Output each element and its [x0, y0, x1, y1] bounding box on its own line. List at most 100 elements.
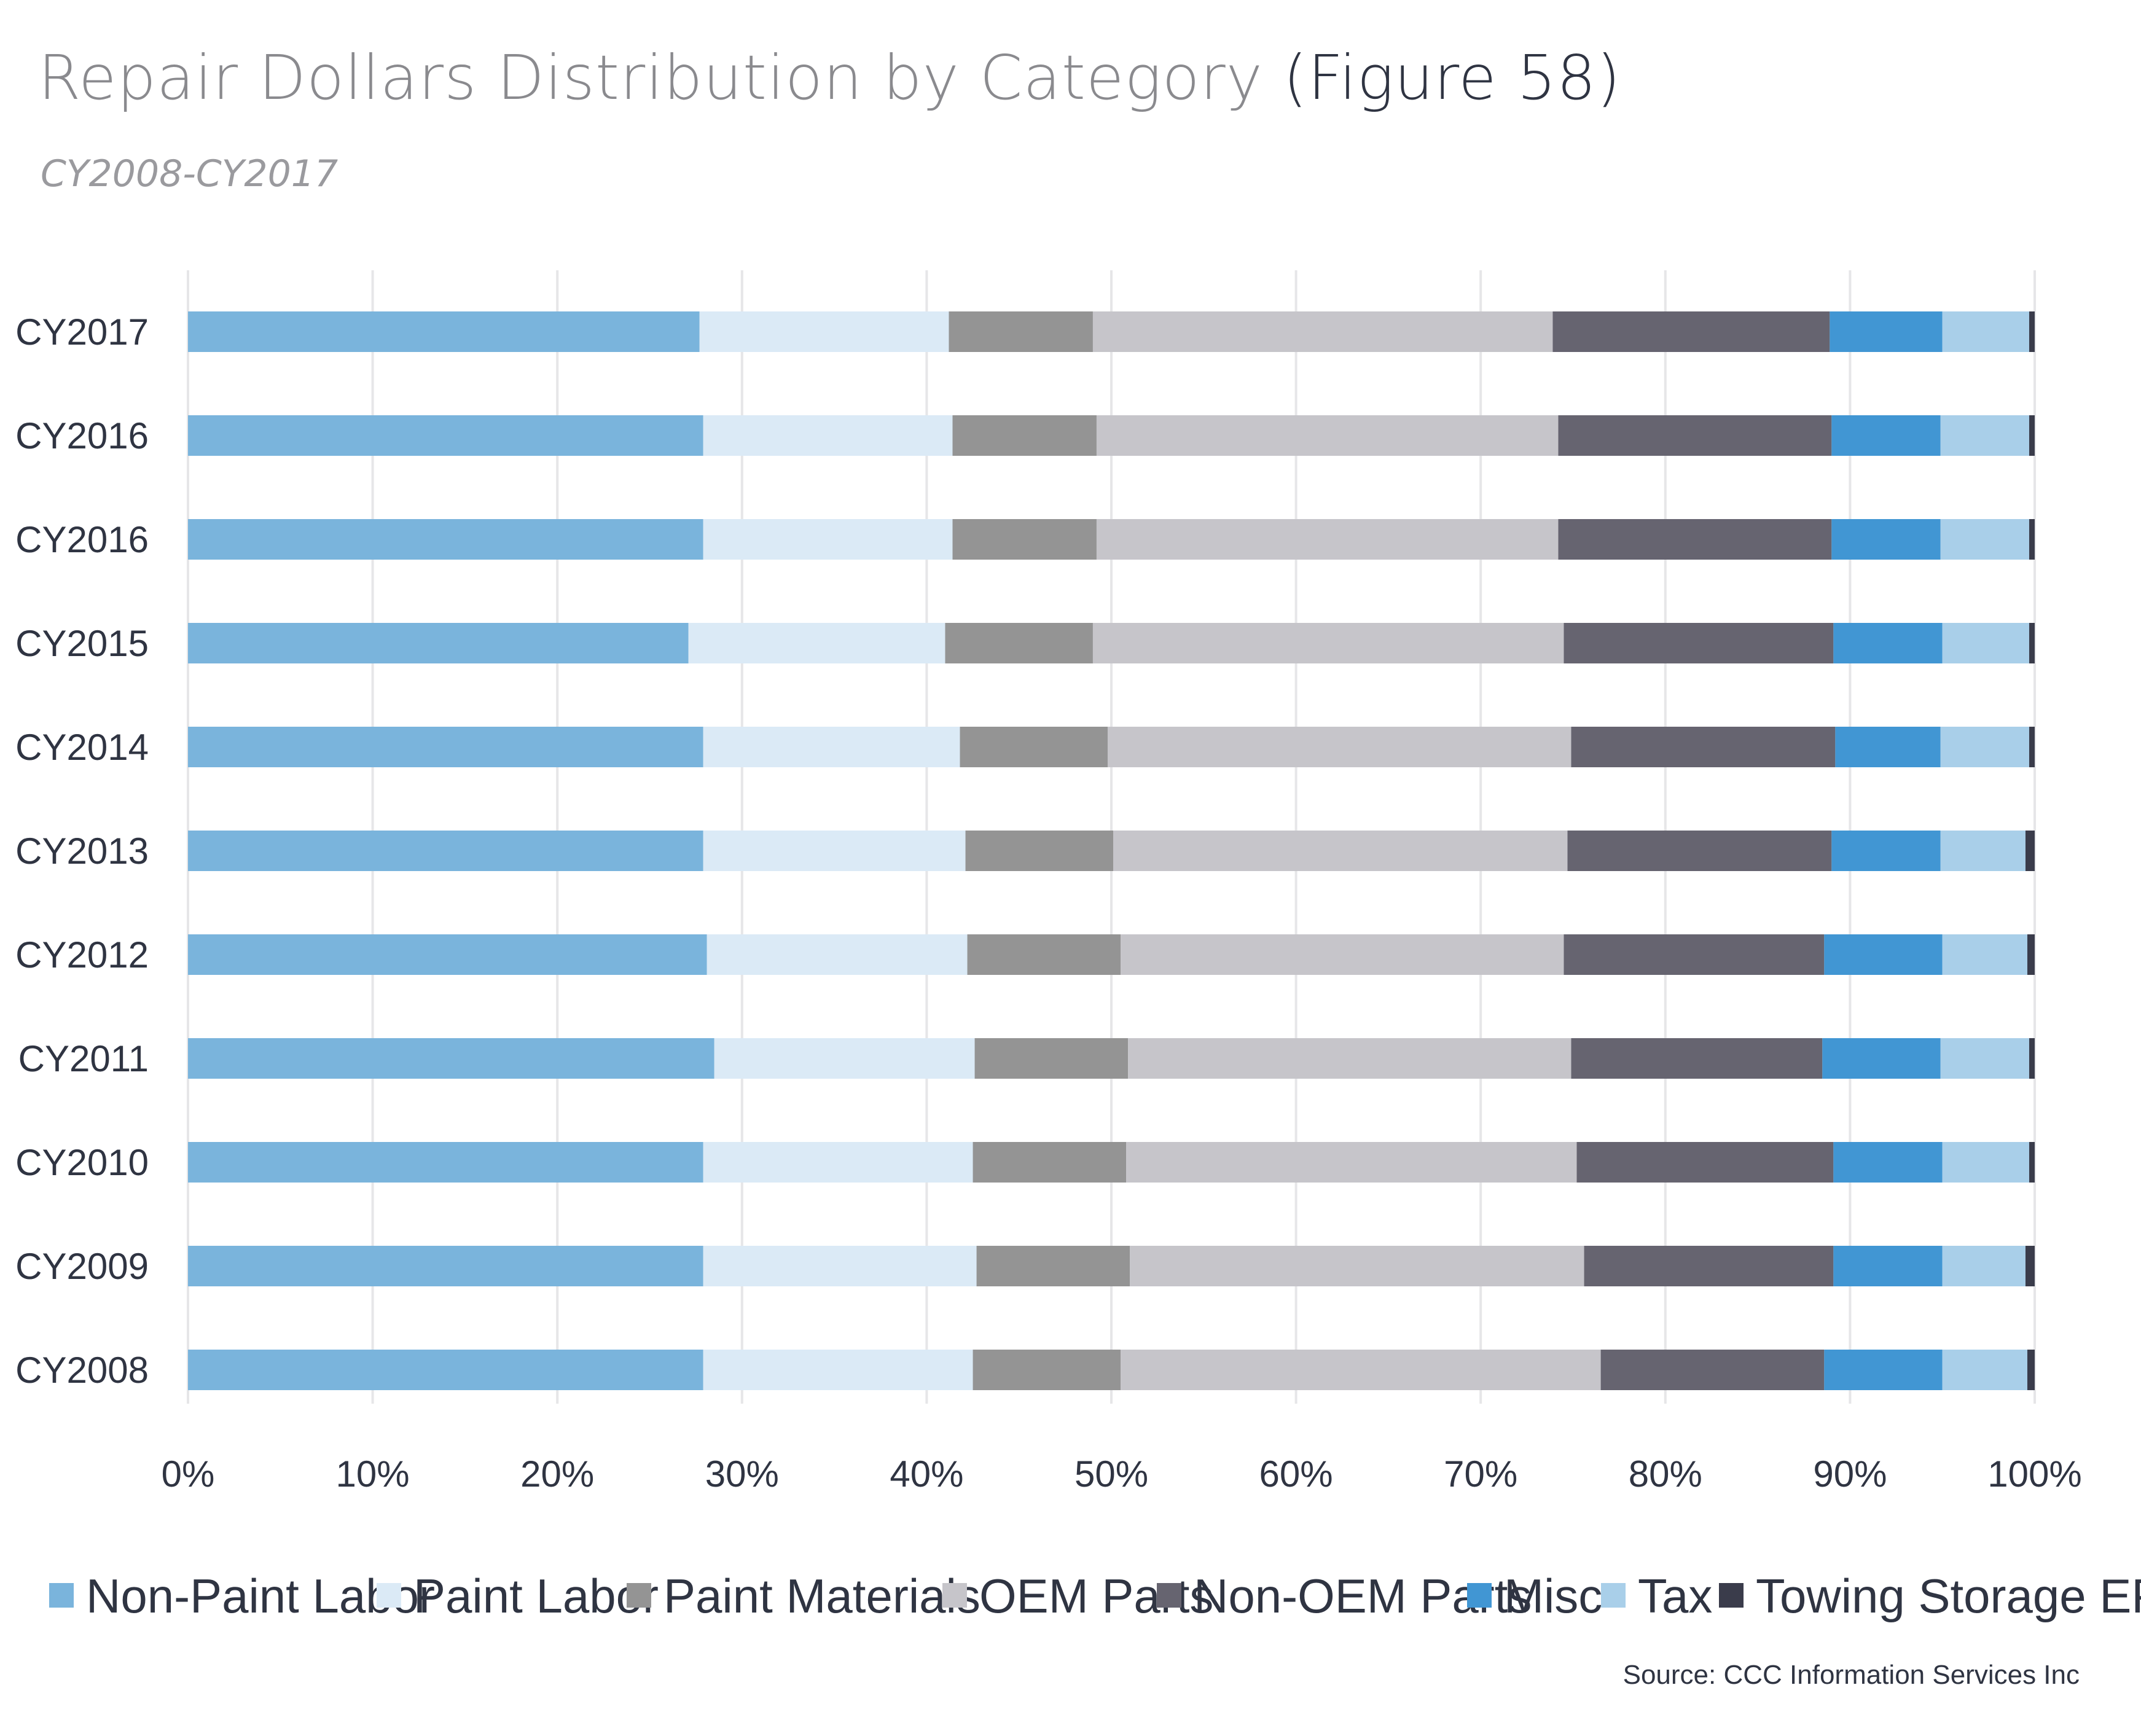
legend-label: Paint Materials: [663, 1569, 980, 1623]
bar-segment: [188, 1350, 703, 1390]
bar-row: [188, 1038, 2035, 1079]
legend-label: Towing Storage EPC: [1756, 1569, 2141, 1623]
bar-segment: [2025, 831, 2035, 871]
bar-segment: [2029, 519, 2035, 560]
x-tick-label: 70%: [1444, 1453, 1517, 1495]
bar-segment: [1107, 727, 1572, 767]
x-tick-label: 20%: [520, 1453, 594, 1495]
bar-segment: [1096, 415, 1559, 456]
bar-segment: [1831, 519, 1941, 560]
bar-segment: [703, 1350, 973, 1390]
source-note: Source: CCC Information Services Inc: [1622, 1660, 2080, 1690]
bar-segment: [1600, 1350, 1825, 1390]
category-label: CY2013: [15, 831, 149, 872]
bar-segment: [1584, 1246, 1834, 1286]
bar-segment: [1558, 415, 1832, 456]
bar-segment: [703, 415, 953, 456]
legend-swatch: [942, 1583, 967, 1608]
legend-swatch: [377, 1583, 401, 1608]
bars: [188, 311, 2035, 1390]
bar-segment: [1833, 1142, 1943, 1183]
legend-item: Paint Materials: [627, 1569, 980, 1623]
bar-segment: [965, 831, 1114, 871]
bar-segment: [973, 1350, 1121, 1390]
bar-segment: [2029, 415, 2035, 456]
bar-segment: [1940, 831, 2026, 871]
bar-segment: [1940, 1038, 2029, 1079]
legend-swatch: [1601, 1583, 1626, 1608]
bar-row: [188, 623, 2035, 663]
bar-row: [188, 1246, 2035, 1286]
category-label: CY2016: [15, 415, 149, 456]
bar-segment: [688, 623, 945, 663]
bar-segment: [188, 415, 703, 456]
bar-segment: [1824, 934, 1943, 975]
category-label: CY2017: [15, 311, 149, 353]
bar-segment: [952, 519, 1097, 560]
category-label: CY2014: [15, 727, 149, 768]
bar-segment: [1571, 727, 1836, 767]
bar-segment: [1831, 831, 1941, 871]
x-tick-label: 40%: [890, 1453, 963, 1495]
bar-row: [188, 1350, 2035, 1390]
bar-segment: [1092, 311, 1553, 352]
bar-segment: [945, 623, 1093, 663]
legend-label: Paint Labor: [413, 1569, 659, 1623]
bar-row: [188, 831, 2035, 871]
bar-segment: [1121, 934, 1564, 975]
bar-segment: [1830, 311, 1943, 352]
bar-segment: [1130, 1246, 1584, 1286]
bar-segment: [1552, 311, 1830, 352]
bar-row: [188, 415, 2035, 456]
category-labels: CY2017 CY2016 CY2016 CY2015 CY2014 CY2013 CY20…: [15, 311, 149, 1391]
category-label: CY2010: [15, 1142, 149, 1183]
chart-title: Repair Dollars Distribution by Category …: [38, 42, 1621, 114]
legend-swatch: [1467, 1583, 1492, 1608]
bar-segment: [960, 727, 1108, 767]
bar-segment: [952, 415, 1097, 456]
bar-row: [188, 1142, 2035, 1183]
chart-subtitle: CY2008-CY2017: [41, 152, 339, 195]
bar-segment: [2027, 934, 2035, 975]
x-tick-label: 80%: [1629, 1453, 1702, 1495]
category-label: CY2009: [15, 1246, 149, 1287]
bar-segment: [2027, 1350, 2035, 1390]
bar-segment: [1833, 1246, 1943, 1286]
legend-swatch: [1719, 1583, 1744, 1608]
bar-segment: [2029, 1038, 2035, 1079]
bar-segment: [703, 1142, 973, 1183]
bar-segment: [188, 311, 700, 352]
bar-segment: [714, 1038, 975, 1079]
bar-row: [188, 311, 2035, 352]
bar-segment: [188, 1038, 714, 1079]
bar-segment: [1942, 311, 2029, 352]
bar-segment: [1128, 1038, 1572, 1079]
bar-segment: [2029, 623, 2035, 663]
legend-swatch: [49, 1583, 74, 1608]
category-label: CY2011: [18, 1038, 149, 1079]
bar-segment: [1121, 1350, 1601, 1390]
bar-segment: [1126, 1142, 1577, 1183]
bar-segment: [1571, 1038, 1823, 1079]
bar-segment: [188, 519, 703, 560]
legend-swatch: [627, 1583, 651, 1608]
chart-title-text: Repair Dollars Distribution by Category: [38, 42, 1263, 114]
legend-item: Misc: [1467, 1569, 1602, 1623]
legend-swatch: [1157, 1583, 1181, 1608]
legend-item: Towing Storage EPC: [1719, 1569, 2141, 1623]
bar-row: [188, 934, 2035, 975]
bar-segment: [188, 934, 707, 975]
bar-segment: [1942, 1350, 2027, 1390]
bar-segment: [2029, 311, 2035, 352]
bar-segment: [1567, 831, 1832, 871]
bar-segment: [1835, 727, 1941, 767]
legend-item: Tax: [1601, 1569, 1712, 1623]
legend-label: Tax: [1638, 1569, 1712, 1623]
bar-row: [188, 727, 2035, 767]
bar-segment: [188, 1142, 703, 1183]
x-axis-tick-labels: 0% 10% 20% 30% 40% 50% 60% 70% 80% 90% 100%: [162, 1453, 2082, 1495]
bar-segment: [1096, 519, 1559, 560]
bar-segment: [1564, 934, 1825, 975]
bar-segment: [1822, 1038, 1941, 1079]
